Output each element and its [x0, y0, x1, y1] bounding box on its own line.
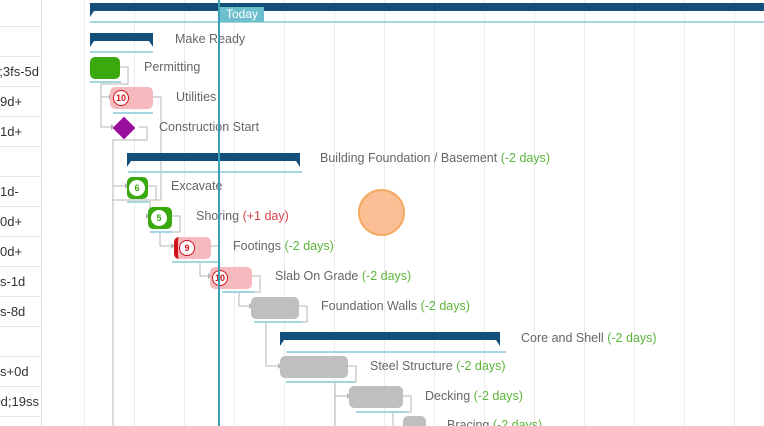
baseline-bar [356, 411, 407, 413]
grid-line [284, 0, 285, 426]
today-label: Today [220, 7, 265, 22]
grid-line [134, 0, 135, 426]
task-label: Permitting [144, 60, 201, 74]
task-bar-decking[interactable] [349, 386, 403, 408]
task-bar-excavate[interactable]: 6 [127, 177, 148, 199]
summary-bar-make-ready[interactable] [90, 33, 153, 47]
task-bar-permitting[interactable] [90, 57, 120, 79]
task-label: Construction Start [159, 120, 260, 134]
dependency-cell[interactable] [0, 417, 41, 426]
task-label: Decking (-2 days) [425, 389, 523, 403]
today-line [218, 0, 220, 426]
task-label: Make Ready [175, 32, 246, 46]
progress-badge: 10 [212, 270, 228, 286]
task-bar-footings[interactable]: 9 [174, 237, 211, 259]
gantt-chart: Make Ready Permitting 10 Utilities Const… [43, 0, 764, 426]
task-bar-utilities[interactable]: 10 [110, 87, 153, 109]
baseline-bar [90, 81, 121, 83]
grid-line [84, 0, 85, 426]
baseline-bar [128, 171, 302, 173]
grid-line [334, 0, 335, 426]
dependency-cell[interactable]: s-1d [0, 267, 41, 297]
dependency-cell[interactable]: +0d [0, 237, 41, 267]
task-label: Utilities [176, 90, 217, 104]
task-label: Excavate [171, 179, 223, 193]
summary-bar-core-and-shell[interactable] [280, 332, 500, 346]
dependency-cell[interactable]: s-8d [0, 297, 41, 327]
summary-bar-building-foundation[interactable] [127, 153, 300, 167]
dependency-cell[interactable]: l;3fs-5d [0, 57, 41, 87]
baseline-bar [172, 261, 220, 263]
task-label: Core and Shell (-2 days) [521, 331, 657, 345]
grid-line [484, 0, 485, 426]
progress-badge: 5 [151, 210, 167, 226]
cursor-highlight [358, 189, 405, 236]
baseline-bar [113, 112, 153, 114]
grid-line [634, 0, 635, 426]
dependency-cell[interactable]: +9d [0, 87, 41, 117]
grid-line [734, 0, 735, 426]
progress-badge: 10 [113, 90, 129, 106]
task-label: Bracing (-2 days) [447, 418, 543, 426]
baseline-bar [150, 231, 172, 233]
project-summary-bar[interactable] [90, 3, 764, 17]
progress-badge: 6 [129, 180, 145, 196]
baseline-bar [254, 321, 302, 323]
baseline-bar [222, 291, 255, 293]
baseline-bar [90, 21, 764, 23]
dependency-cell[interactable]: s+0d [0, 357, 41, 387]
dependency-cell[interactable] [0, 147, 41, 177]
progress-badge: 9 [179, 240, 195, 256]
task-bar-bracing[interactable] [403, 416, 426, 426]
baseline-bar [127, 201, 149, 203]
dependency-cell[interactable]: -1d [0, 177, 41, 207]
baseline-bar [286, 351, 506, 353]
task-bar-steel-structure[interactable] [280, 356, 348, 378]
grid-line [434, 0, 435, 426]
baseline-bar [286, 381, 355, 383]
task-label: Steel Structure (-2 days) [370, 359, 506, 373]
task-label: Building Foundation / Basement (-2 days) [320, 151, 551, 165]
dependency-cell[interactable] [0, 27, 41, 57]
dependency-cell[interactable]: 0d;19ss [0, 387, 41, 417]
task-label: Foundation Walls (-2 days) [321, 299, 470, 313]
grid-line [234, 0, 235, 426]
dependency-column: l;3fs-5d +9d +1d -1d +0d +0d s-1d s-8d s… [0, 0, 42, 426]
dependency-cell[interactable] [0, 327, 41, 357]
grid-line [534, 0, 535, 426]
dependency-cell[interactable]: +0d [0, 207, 41, 237]
dependency-cell[interactable] [0, 0, 41, 27]
baseline-bar [90, 51, 153, 53]
grid-line [684, 0, 685, 426]
grid-line [184, 0, 185, 426]
task-bar-slab-on-grade[interactable]: 10 [210, 267, 252, 289]
task-label: Slab On Grade (-2 days) [275, 269, 412, 283]
task-bar-foundation-walls[interactable] [251, 297, 299, 319]
task-bar-shoring[interactable]: 5 [148, 207, 172, 229]
grid-line [584, 0, 585, 426]
dependency-cell[interactable]: +1d [0, 117, 41, 147]
task-label: Footings (-2 days) [233, 239, 334, 253]
task-label: Shoring (+1 day) [196, 209, 289, 223]
